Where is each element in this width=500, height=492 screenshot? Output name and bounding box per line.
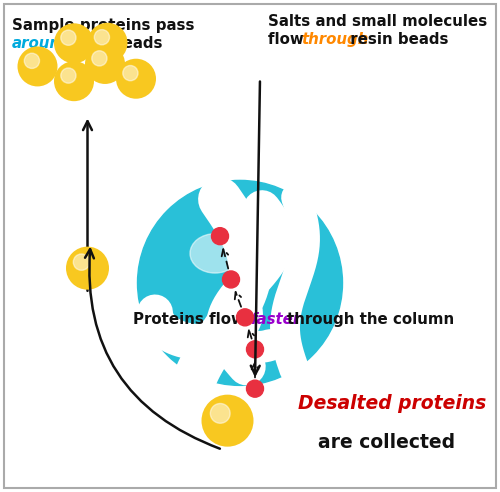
Circle shape [61, 30, 76, 45]
Circle shape [202, 395, 254, 447]
Circle shape [246, 380, 264, 397]
Circle shape [138, 181, 342, 385]
Ellipse shape [190, 234, 240, 273]
Text: Salts and small molecules: Salts and small molecules [268, 14, 487, 29]
Text: flow: flow [268, 32, 309, 47]
Circle shape [123, 65, 138, 81]
Circle shape [18, 46, 58, 87]
Circle shape [210, 403, 230, 423]
Text: around: around [12, 36, 72, 51]
Circle shape [54, 61, 94, 101]
Circle shape [88, 23, 128, 63]
Text: through the column: through the column [288, 312, 454, 327]
Circle shape [54, 23, 94, 63]
Circle shape [66, 246, 109, 290]
Circle shape [61, 68, 76, 83]
Text: Proteins flow: Proteins flow [133, 312, 250, 327]
Text: faster: faster [250, 312, 300, 327]
Circle shape [94, 30, 110, 45]
Text: through: through [301, 32, 368, 47]
Circle shape [222, 271, 240, 288]
Text: Sample proteins pass: Sample proteins pass [12, 18, 194, 33]
Circle shape [246, 341, 264, 358]
Circle shape [212, 228, 228, 245]
Circle shape [236, 309, 254, 326]
Circle shape [85, 44, 125, 84]
Circle shape [92, 51, 107, 66]
Text: resin beads: resin beads [59, 36, 162, 51]
FancyArrowPatch shape [85, 249, 220, 449]
Text: Desalted proteins: Desalted proteins [298, 394, 486, 413]
Circle shape [74, 254, 90, 270]
Circle shape [116, 59, 156, 99]
Text: are collected: are collected [318, 433, 454, 452]
Circle shape [24, 53, 40, 68]
Text: resin beads: resin beads [344, 32, 448, 47]
